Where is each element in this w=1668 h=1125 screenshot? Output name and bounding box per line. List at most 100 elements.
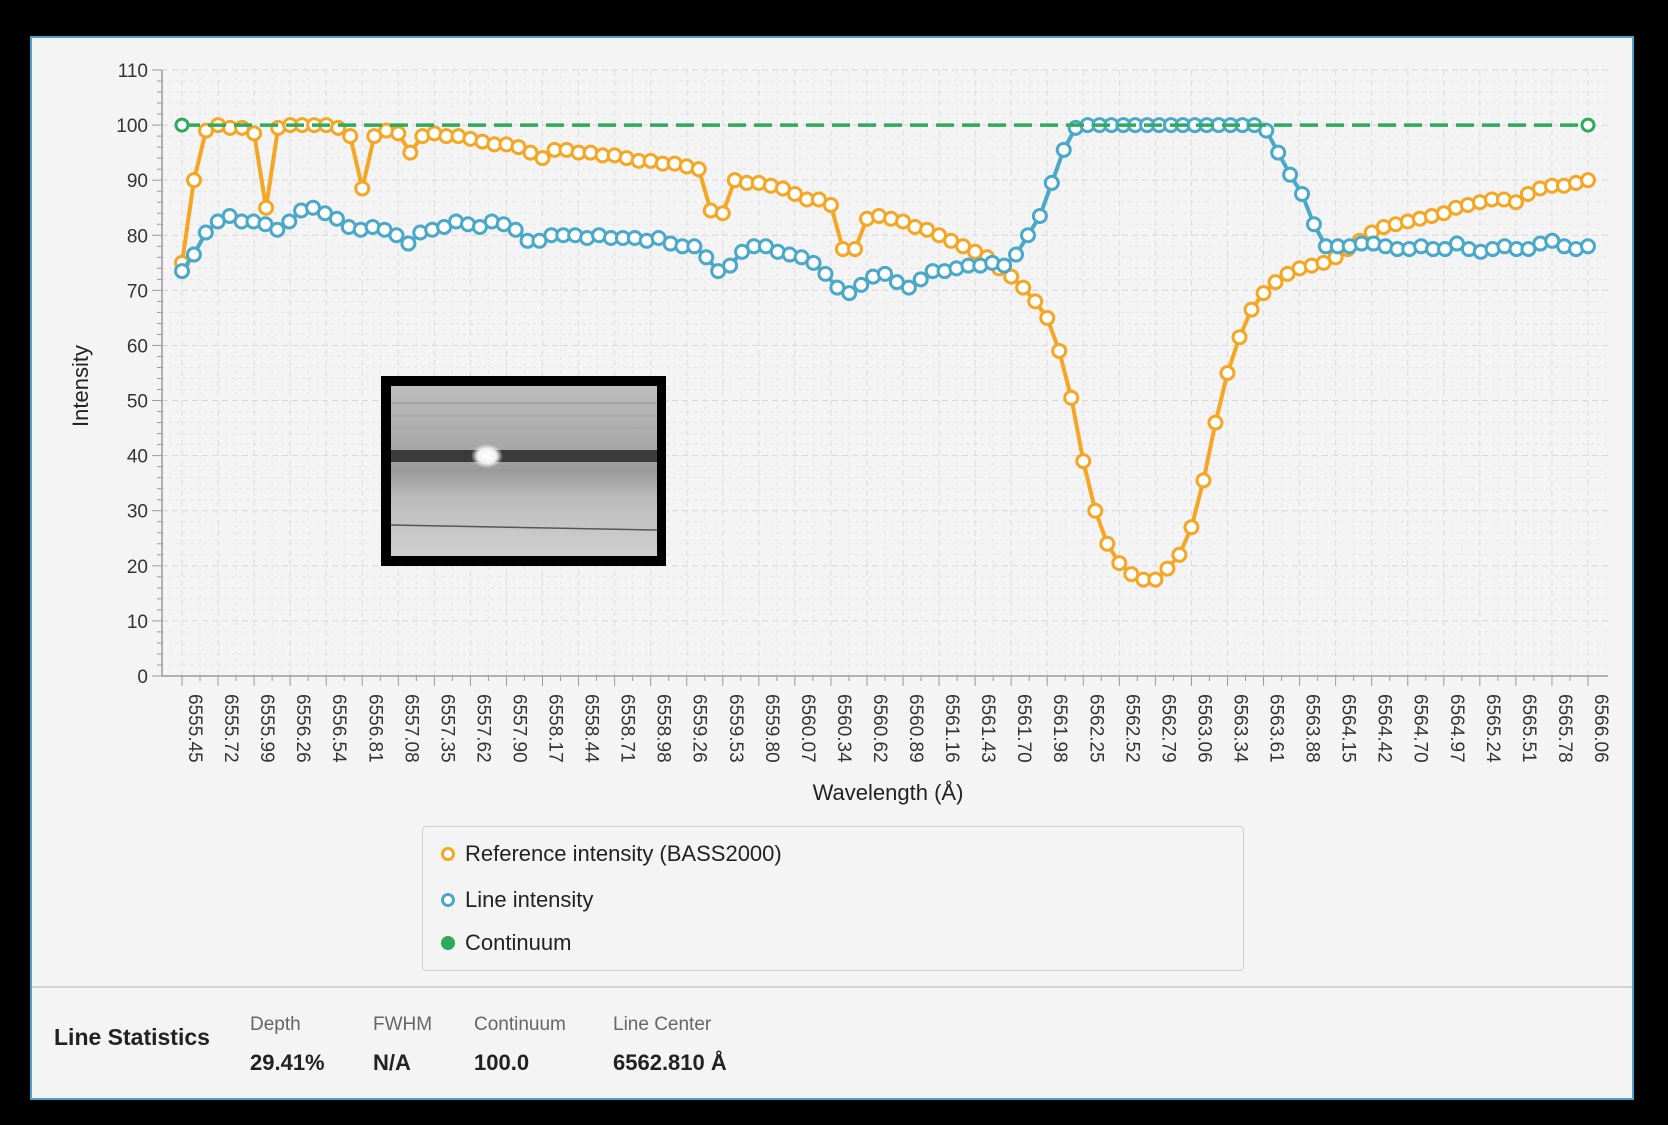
spectrum-chart: 0 10 20 30 40 50 60 70 80 90 100 110 6555.45 6555.72 6… xyxy=(68,61,1611,805)
depth-label: Depth xyxy=(250,1014,301,1035)
reference-marker-icon xyxy=(441,847,455,861)
fwhm-stat: FWHM N/A xyxy=(373,1014,432,1076)
y-tick-label: 30 xyxy=(127,502,148,523)
continuum-label: Continuum xyxy=(474,1014,566,1035)
data-point xyxy=(1231,329,1248,346)
data-point xyxy=(1111,555,1128,572)
x-tick-label: 6557.62 xyxy=(472,694,493,763)
x-tick-label: 6561.16 xyxy=(941,694,962,763)
x-tick-label: 6560.07 xyxy=(797,694,818,763)
x-tick-label: 6557.35 xyxy=(436,694,457,763)
data-point xyxy=(197,224,214,241)
x-tick-label: 6555.45 xyxy=(184,694,205,763)
data-point xyxy=(246,125,263,142)
fwhm-value: N/A xyxy=(373,1050,411,1075)
y-tick-label: 50 xyxy=(127,392,148,413)
x-tick-label: 6560.62 xyxy=(869,694,890,763)
data-point xyxy=(698,249,715,266)
series-1 xyxy=(174,117,1596,302)
data-point xyxy=(354,180,371,197)
center-label: Line Center xyxy=(613,1014,712,1035)
data-point xyxy=(1580,238,1596,255)
data-point xyxy=(1207,414,1224,431)
data-point xyxy=(1099,535,1116,552)
x-tick-label: 6563.34 xyxy=(1229,694,1250,763)
data-point xyxy=(1075,453,1092,470)
data-point xyxy=(185,246,202,263)
data-point xyxy=(1171,546,1188,563)
data-point xyxy=(388,227,405,244)
x-tick-label: 6562.25 xyxy=(1085,694,1106,763)
y-tick-label: 90 xyxy=(127,171,148,192)
data-point xyxy=(817,265,834,282)
x-tick-label: 6564.97 xyxy=(1446,694,1467,763)
spectrum-thumbnail xyxy=(381,376,666,566)
x-tick-label: 6555.99 xyxy=(256,694,277,763)
legend-item-line: Line intensity xyxy=(441,885,593,915)
x-tick-label: 6563.61 xyxy=(1266,694,1287,763)
x-tick-label: 6561.43 xyxy=(977,694,998,763)
data-point xyxy=(846,241,863,258)
data-point xyxy=(1031,207,1048,224)
data-point xyxy=(507,221,524,238)
chart-legend: Reference intensity (BASS2000) Line inte… xyxy=(422,826,1244,971)
data-point xyxy=(1255,285,1272,302)
x-tick-label: 6566.06 xyxy=(1590,694,1611,763)
x-tick-label: 6560.89 xyxy=(905,694,926,763)
data-point xyxy=(1267,274,1284,291)
data-point xyxy=(686,238,703,255)
x-tick-label: 6565.24 xyxy=(1482,694,1503,763)
data-point xyxy=(390,125,407,142)
data-point xyxy=(1219,365,1236,381)
data-point xyxy=(1270,144,1287,161)
data-point xyxy=(402,144,419,161)
data-point xyxy=(1051,342,1068,359)
series-2 xyxy=(174,117,1596,133)
x-tick-label: 6561.98 xyxy=(1049,694,1070,763)
legend-label: Continuum xyxy=(465,930,572,955)
y-tick-label: 20 xyxy=(127,557,148,578)
x-tick-label: 6557.08 xyxy=(400,694,421,763)
y-tick-label: 80 xyxy=(127,226,148,247)
data-point xyxy=(1507,194,1524,211)
y-tick-label: 100 xyxy=(116,116,148,137)
x-tick-label: 6561.70 xyxy=(1013,694,1034,763)
data-point xyxy=(1008,246,1025,263)
data-point xyxy=(912,271,929,288)
data-point xyxy=(853,276,870,293)
x-tick-label: 6559.80 xyxy=(761,694,782,763)
data-point xyxy=(900,279,917,296)
stats-title: Line Statistics xyxy=(54,1024,210,1050)
legend-label: Line intensity xyxy=(465,887,594,912)
x-tick-label: 6556.54 xyxy=(328,694,349,763)
x-tick-label: 6558.44 xyxy=(581,694,602,763)
x-tick-label: 6562.79 xyxy=(1157,694,1178,763)
data-point xyxy=(877,265,893,282)
center-value: 6562.810 Å xyxy=(613,1050,727,1075)
x-tick-label: 6556.26 xyxy=(292,694,313,763)
data-point xyxy=(1147,571,1164,588)
legend-item-reference: Reference intensity (BASS2000) xyxy=(441,839,782,869)
x-tick-label: 6563.88 xyxy=(1302,694,1323,763)
x-tick-label: 6564.15 xyxy=(1338,694,1359,763)
continuum-stat: Continuum 100.0 xyxy=(474,1014,566,1076)
data-point xyxy=(1282,166,1299,183)
x-tick-label: 6563.06 xyxy=(1193,694,1214,763)
data-point xyxy=(690,161,707,178)
x-tick-label: 6559.53 xyxy=(725,694,746,763)
data-point xyxy=(1258,122,1275,139)
x-tick-label: 6555.72 xyxy=(220,694,241,763)
x-axis-label: Wavelength (Å) xyxy=(813,780,964,805)
chart-window: 0 10 20 30 40 50 60 70 80 90 100 110 6555.45 6555.72 6… xyxy=(30,36,1634,1100)
depth-stat: Depth 29.41% xyxy=(250,1014,325,1076)
data-point xyxy=(174,117,190,133)
legend-item-continuum: Continuum xyxy=(441,928,571,958)
x-tick-label: 6560.34 xyxy=(833,694,854,763)
line-marker-icon xyxy=(441,893,455,907)
y-tick-label: 70 xyxy=(127,281,148,302)
data-point xyxy=(996,257,1013,274)
data-point xyxy=(1243,301,1260,318)
data-point xyxy=(1580,172,1596,189)
center-stat: Line Center 6562.810 Å xyxy=(613,1014,727,1076)
x-tick-label: 6562.52 xyxy=(1121,694,1142,763)
